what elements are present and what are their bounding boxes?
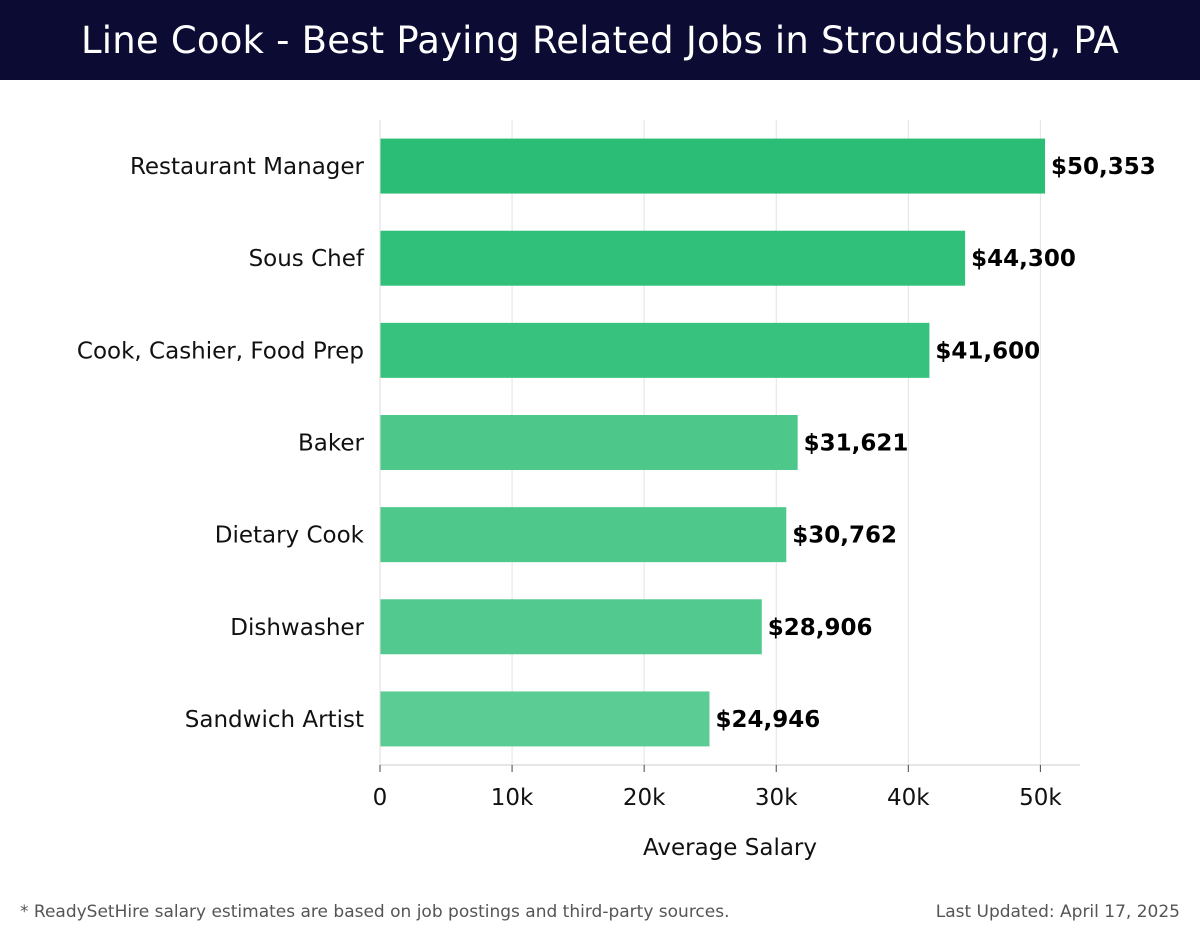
bar-3 — [380, 415, 798, 470]
category-label-2: Cook, Cashier, Food Prep — [77, 338, 364, 364]
bar-2 — [380, 322, 930, 378]
x-tick-label-5: 50k — [1019, 785, 1062, 811]
header-bar: Line Cook - Best Paying Related Jobs in … — [0, 0, 1200, 80]
value-label-5: $28,906 — [768, 615, 873, 641]
x-tick-label-3: 30k — [755, 785, 798, 811]
value-label-0: $50,353 — [1051, 154, 1156, 180]
category-label-0: Restaurant Manager — [130, 154, 365, 180]
x-tick-label-1: 10k — [491, 785, 534, 811]
value-label-2: $41,600 — [935, 338, 1040, 364]
category-label-5: Dishwasher — [230, 615, 364, 641]
category-label-4: Dietary Cook — [215, 523, 365, 549]
x-tick-label-2: 20k — [623, 785, 666, 811]
salary-bar-chart: Restaurant Manager $50,353 Sous Chef $44,30… — [77, 120, 1156, 861]
bar-1 — [380, 230, 966, 286]
value-label-4: $30,762 — [792, 523, 897, 549]
page-title: Line Cook - Best Paying Related Jobs in … — [80, 18, 1120, 62]
x-axis-label: Average Salary — [643, 835, 817, 861]
bar-6 — [380, 691, 710, 747]
bar-4 — [380, 507, 787, 563]
x-tick-label-4: 40k — [887, 785, 930, 811]
category-label-1: Sous Chef — [249, 246, 365, 272]
category-label-3: Baker — [298, 431, 365, 457]
category-label-6: Sandwich Artist — [185, 707, 364, 733]
bar-5 — [380, 599, 762, 655]
value-label-1: $44,300 — [971, 246, 1076, 272]
last-updated: Last Updated: April 17, 2025 — [935, 902, 1180, 922]
value-label-6: $24,946 — [715, 707, 820, 733]
bar-0 — [380, 138, 1046, 194]
x-tick-label-0: 0 — [373, 785, 388, 811]
value-label-3: $31,621 — [804, 431, 909, 457]
footer-note: * ReadySetHire salary estimates are base… — [20, 902, 730, 922]
